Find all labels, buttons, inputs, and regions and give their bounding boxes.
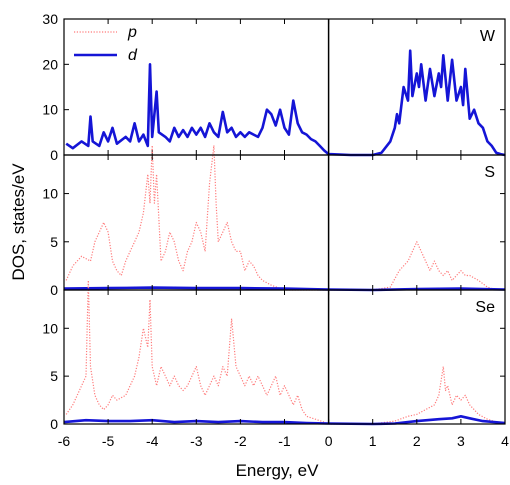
x-tick-label-3: 3 (457, 433, 465, 449)
y-tick-label-w-30: 30 (42, 11, 58, 27)
y-tick-label-w-0: 0 (50, 147, 58, 163)
plot-layer: 0 10 20 30 W 0 5 10 S 0 5 10 Se -6 -5 -4 -3 -2 -1 0 1 2 3 4 pd (42, 11, 509, 449)
y-tick-label-se-5: 5 (50, 368, 58, 384)
series-p-line-se (65, 279, 506, 425)
x-tick-label--6: -6 (58, 433, 71, 449)
x-tick-label-1: 1 (369, 433, 377, 449)
panel-frame-s (63, 154, 506, 291)
y-axis-label: DOS, states/eV (9, 163, 28, 281)
y-tick-label-s-10: 10 (42, 186, 58, 202)
series-d-line-w (65, 49, 506, 157)
y-tick-label-se-10: 10 (42, 320, 58, 336)
x-axis-label: Energy, eV (236, 461, 320, 480)
y-tick-label-se-0: 0 (50, 416, 58, 432)
x-tick-label--1: -1 (278, 433, 291, 449)
y-tick-label-w-20: 20 (42, 56, 58, 72)
y-tick-label-s-5: 5 (50, 234, 58, 250)
x-tick-label--5: -5 (102, 433, 115, 449)
legend-label-d: d (128, 47, 138, 64)
x-tick-label-0: 0 (325, 433, 333, 449)
panel-label-s: S (484, 164, 495, 181)
panel-frame-se (63, 289, 506, 425)
x-tick-label--2: -2 (234, 433, 247, 449)
panel-label-se: Se (475, 299, 495, 316)
legend-label-p: p (127, 24, 137, 41)
y-tick-label-s-0: 0 (50, 282, 58, 298)
x-tick-label-2: 2 (413, 433, 421, 449)
series-p-line-s (65, 144, 497, 291)
x-tick-label-4: 4 (501, 433, 509, 449)
x-tick-label--4: -4 (146, 433, 159, 449)
series-d-line-se (63, 415, 506, 426)
panel-label-w: W (480, 28, 496, 45)
y-tick-label-w-10: 10 (42, 102, 58, 118)
x-tick-label--3: -3 (190, 433, 203, 449)
